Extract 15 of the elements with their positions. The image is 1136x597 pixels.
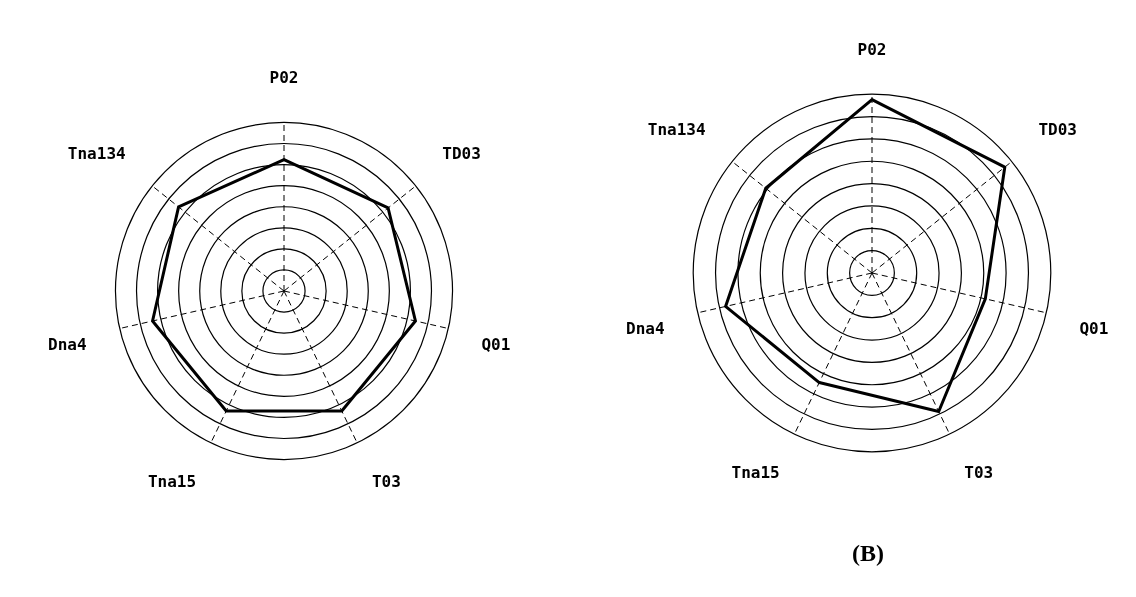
spoke-label: Q01: [481, 334, 511, 354]
spoke-label: Tna134: [67, 144, 126, 164]
spoke-label: P02: [269, 68, 299, 88]
text: (B): [851, 540, 885, 567]
spoke-label: Dna4: [626, 319, 665, 339]
spoke-label: TD03: [1038, 119, 1077, 139]
spoke-label: Dna4: [48, 334, 87, 354]
spoke-label: T03: [371, 472, 401, 492]
spoke-label: TD03: [442, 144, 481, 164]
spoke-label: T03: [964, 463, 994, 483]
spoke-label: Tna15: [731, 463, 780, 483]
spoke-label: Q01: [1079, 319, 1109, 339]
spoke-label: Tna134: [647, 119, 706, 139]
spoke-label: P02: [857, 39, 887, 59]
spoke-label: Tna15: [147, 472, 197, 492]
